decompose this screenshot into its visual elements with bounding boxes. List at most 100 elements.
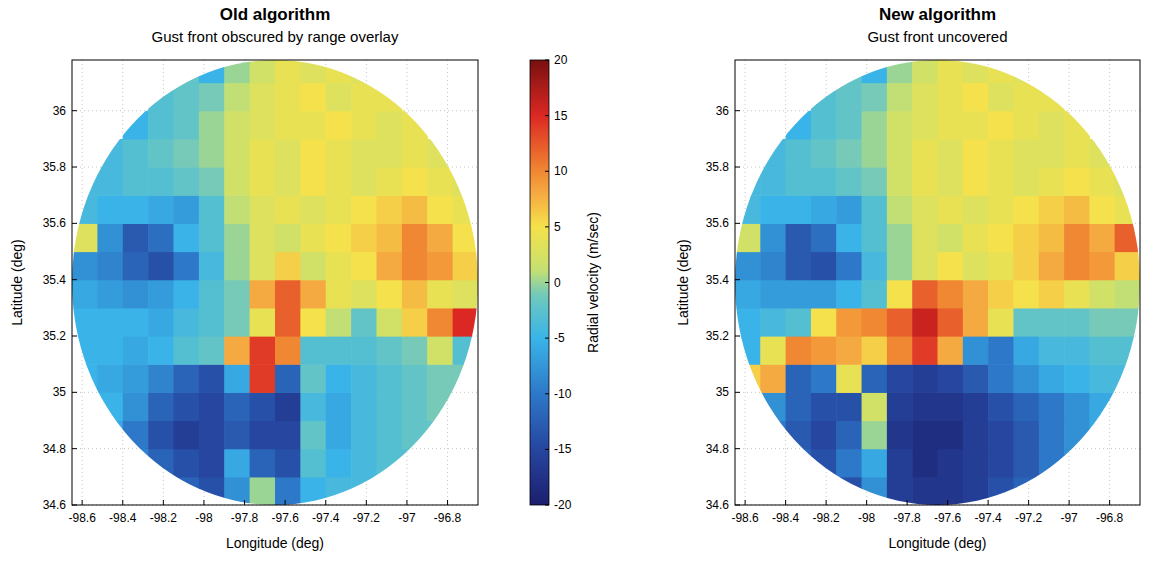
cell [402,449,428,478]
cell [326,54,352,83]
cell [836,223,862,252]
y-tick [72,223,77,224]
x-tick-label: -98.4 [109,511,137,525]
cell [275,336,301,365]
cell [786,449,812,478]
cell [1115,336,1141,365]
y-tick [735,167,740,168]
cell [123,449,149,478]
cell [811,392,837,421]
cell [988,336,1014,365]
x-tick-label: -98.6 [68,511,96,525]
colorbar-tick-label: -15 [554,442,572,456]
cell [402,111,428,140]
x-tick-label: -97.8 [231,511,259,525]
cell [811,252,837,281]
cell [938,83,964,112]
cell [123,111,149,140]
cell [811,111,837,140]
x-tick-label: -96.8 [1096,511,1124,525]
cell [174,392,200,421]
x-tick [366,500,367,505]
cell [402,364,428,393]
cell [887,336,913,365]
cell [174,449,200,478]
cell [275,308,301,337]
cell [912,223,938,252]
cell [300,477,326,506]
cell [786,167,812,196]
cell [123,195,149,224]
colorbar-tick [545,226,549,227]
cell [224,280,250,309]
colorbar-tick [545,171,549,172]
cell [224,195,250,224]
cell [97,223,123,252]
cell [887,54,913,83]
cell [148,308,174,337]
cell [275,111,301,140]
cell [351,280,377,309]
colorbar-tick [545,393,549,394]
cell [862,308,888,337]
cell [988,83,1014,112]
cell [1115,252,1141,281]
y-tick [72,279,77,280]
cell [453,336,479,365]
cell [887,223,913,252]
cell [174,336,200,365]
cell [760,139,786,168]
cell [836,392,862,421]
title: Old algorithm [220,5,331,24]
cell [250,477,276,506]
y-tick-label: 36 [53,104,67,118]
cell [326,336,352,365]
y-tick [72,505,77,506]
x-tick-label: -96.8 [434,511,462,525]
cell [887,252,913,281]
colorbar-scale [530,60,549,505]
cell [811,280,837,309]
cell [811,223,837,252]
cell [1039,280,1065,309]
cell [300,167,326,196]
cell [760,223,786,252]
cell [887,195,913,224]
y-tick-label: 35.4 [706,273,730,287]
cell [402,392,428,421]
x-tick [826,500,827,505]
cell [1013,54,1039,83]
cell [963,83,989,112]
cell [97,364,123,393]
cell [887,392,913,421]
y-tick [735,448,740,449]
cell [988,421,1014,450]
cell [97,252,123,281]
cell [735,223,761,252]
cell [326,280,352,309]
cell [250,111,276,140]
cell [1013,392,1039,421]
x-tick [866,500,867,505]
cell [938,449,964,478]
cell [1064,364,1090,393]
cell [148,421,174,450]
cell [199,252,225,281]
cell [97,139,123,168]
cell [300,449,326,478]
cell [427,336,453,365]
cell [351,139,377,168]
cell [199,223,225,252]
cell [224,167,250,196]
y-tick-label: 35.6 [43,216,67,230]
cell [1013,223,1039,252]
cell [1089,280,1115,309]
cell [275,54,301,83]
x-tick [325,500,326,505]
cell [199,54,225,83]
cell [250,195,276,224]
cell [862,111,888,140]
cell [402,280,428,309]
x-tick-label: -97 [1060,511,1078,525]
cell [938,111,964,140]
